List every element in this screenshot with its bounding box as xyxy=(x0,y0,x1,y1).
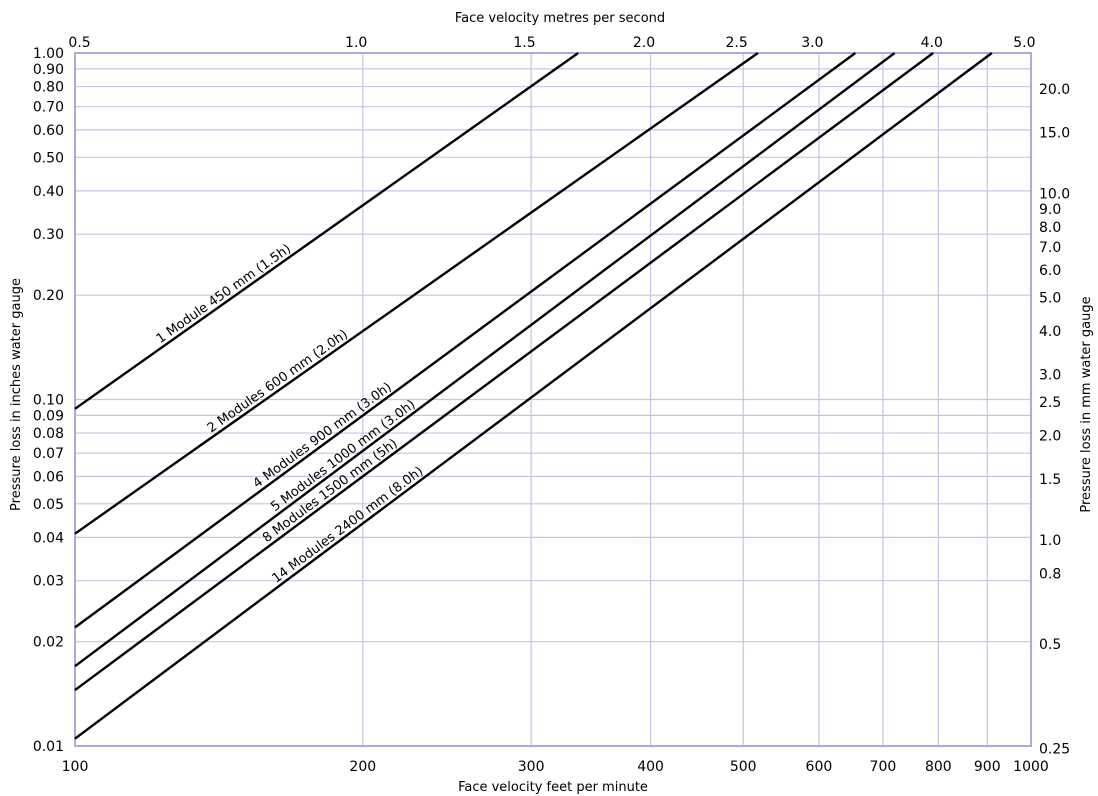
x-tick-label: 100 xyxy=(62,759,89,775)
y-axis-ticks: 0.01 0.02 0.03 0.04 0.05 0.06 0.07 0.08 0.090.10… xyxy=(33,46,64,755)
x2-tick-label: 2.5 xyxy=(725,35,747,51)
x2-tick-label: 5.0 xyxy=(1013,35,1035,51)
x-tick-label: 400 xyxy=(637,759,664,775)
series-lines xyxy=(74,52,993,740)
y-tick-label: 0.10 xyxy=(33,393,64,409)
y2-tick-label: 1.0 xyxy=(1039,533,1061,549)
x2-tick-label: 1.0 xyxy=(345,35,367,51)
y-tick-label: 0.06 xyxy=(33,469,64,485)
series-line xyxy=(74,52,579,410)
y2-tick-label: 15.0 xyxy=(1039,125,1070,141)
y2-tick-label: 2.5 xyxy=(1039,395,1061,411)
plot-frame xyxy=(74,52,1032,747)
y2-tick-label: 0.5 xyxy=(1039,637,1061,653)
y2-tick-label: 0.8 xyxy=(1039,566,1061,582)
x-tick-label: 1000 xyxy=(1013,759,1049,775)
y-tick-label: 0.30 xyxy=(33,227,64,243)
y2-tick-label: 1.5 xyxy=(1039,472,1061,488)
x-tick-label: 700 xyxy=(870,759,897,775)
y-tick-label: 0.08 xyxy=(33,426,64,442)
x2-tick-label: 4.0 xyxy=(921,35,943,51)
series-label: 2 Modules 600 mm (2.0h) xyxy=(205,327,351,436)
y-tick-label: 0.03 xyxy=(33,574,64,590)
y2-tick-label: 3.0 xyxy=(1039,367,1061,383)
series-line xyxy=(74,52,857,629)
y-tick-label: 0.80 xyxy=(33,80,64,96)
y2-tick-label: 9.0 xyxy=(1039,202,1061,218)
y2-tick-label: 5.0 xyxy=(1039,291,1061,307)
x2-tick-label: 3.0 xyxy=(801,35,823,51)
y2-tick-label: 2.0 xyxy=(1039,428,1061,444)
y-tick-label: 0.07 xyxy=(33,446,64,462)
y-tick-label: 0.20 xyxy=(33,288,64,304)
x-tick-label: 200 xyxy=(349,759,376,775)
y-tick-label: 0.90 xyxy=(33,62,64,78)
y-tick-label: 0.70 xyxy=(33,100,64,116)
x2-tick-label: 2.0 xyxy=(633,35,655,51)
y-tick-label: 0.01 xyxy=(33,739,64,755)
series-line xyxy=(74,52,896,668)
x2-axis-ticks: 0.5 1.0 1.5 2.0 2.5 3.0 4.0 5.0 xyxy=(68,35,1035,51)
x-tick-label: 500 xyxy=(730,759,757,775)
y2-tick-label: 4.0 xyxy=(1039,324,1061,340)
x-axis-ticks: 100 200 300 400 500 600 700 800 900 1000 xyxy=(62,759,1049,775)
y-tick-label: 0.04 xyxy=(33,530,64,546)
x-tick-label: 800 xyxy=(925,759,952,775)
x2-tick-label: 0.5 xyxy=(68,35,90,51)
grid-lines xyxy=(74,52,1032,747)
x-tick-label: 600 xyxy=(806,759,833,775)
y-tick-label: 0.02 xyxy=(33,635,64,651)
y2-axis-ticks: 0.25 0.5 0.8 1.0 1.5 2.0 2.5 3.0 4.0 5.0 6.0 7.0 8.0… xyxy=(1039,82,1070,757)
y-axis-title: Pressure loss in inches water gauge xyxy=(9,278,24,511)
y2-tick-label: 0.25 xyxy=(1039,741,1070,757)
y-tick-label: 0.60 xyxy=(33,123,64,139)
series-line xyxy=(74,52,934,692)
y2-tick-label: 10.0 xyxy=(1039,186,1070,202)
y2-axis-title: Pressure loss in mm water gauge xyxy=(1079,296,1094,512)
y-tick-label: 0.40 xyxy=(33,184,64,200)
y-tick-label: 0.05 xyxy=(33,497,64,513)
x-axis-title: Face velocity feet per minute xyxy=(458,780,648,795)
x2-axis-title: Face velocity metres per second xyxy=(455,11,665,26)
series-labels: 1 Module 450 mm (1.5h)2 Modules 600 mm (… xyxy=(154,242,427,587)
x-tick-label: 300 xyxy=(518,759,545,775)
series-label: 1 Module 450 mm (1.5h) xyxy=(154,242,294,347)
y-tick-label: 1.00 xyxy=(33,46,64,62)
y2-tick-label: 6.0 xyxy=(1039,263,1061,279)
y2-tick-label: 8.0 xyxy=(1039,220,1061,236)
x2-tick-label: 1.5 xyxy=(513,35,535,51)
series-line xyxy=(74,52,993,740)
series-line xyxy=(74,52,759,535)
y2-tick-label: 7.0 xyxy=(1039,240,1061,256)
y-tick-label: 0.50 xyxy=(33,150,64,166)
y-tick-label: 0.09 xyxy=(33,408,64,424)
x-tick-label: 900 xyxy=(974,759,1001,775)
y2-tick-label: 20.0 xyxy=(1039,82,1070,98)
